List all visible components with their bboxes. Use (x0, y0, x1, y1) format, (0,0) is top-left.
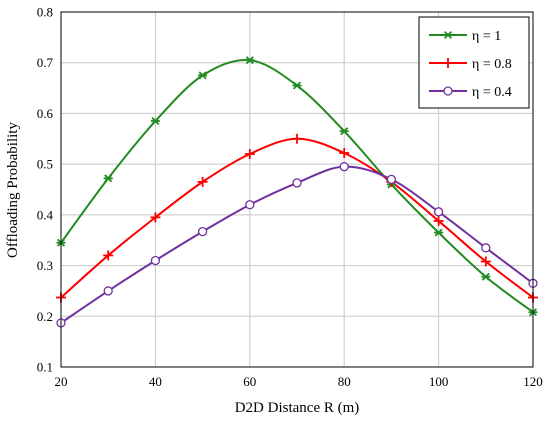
y-tick-label: 0.4 (37, 207, 54, 222)
y-tick-label: 0.6 (37, 106, 54, 121)
y-axis-label: Offloading Probability (5, 122, 21, 258)
series-line-2 (60, 165, 534, 324)
legend: η = 1 η = 0.8 η = 0.4 (418, 16, 530, 109)
y-tick-label: 0.1 (37, 360, 53, 375)
data-point-1 (480, 256, 491, 267)
series-line-1 (60, 137, 534, 299)
data-point-0 (434, 228, 444, 237)
data-point-2 (292, 178, 302, 188)
data-point-1 (103, 250, 114, 261)
data-point-1 (197, 176, 208, 187)
data-point-0 (245, 56, 255, 65)
data-point-2 (339, 162, 349, 172)
data-point-2 (103, 286, 113, 296)
x-tick-label: 40 (149, 374, 162, 389)
data-point-1 (150, 212, 161, 223)
data-point-2 (481, 243, 491, 253)
data-point-2 (150, 255, 161, 266)
data-point-1 (339, 147, 350, 158)
legend-label: η = 0.4 (472, 85, 512, 100)
series-markers (56, 56, 538, 328)
legend-entry-1: η = 0.8 (429, 57, 512, 72)
data-point-0 (292, 81, 302, 90)
x-tick-label: 100 (429, 374, 449, 389)
legend-label: η = 1 (472, 29, 501, 44)
y-tick-label: 0.2 (37, 309, 53, 324)
data-point-0 (150, 117, 160, 126)
y-tick-label: 0.3 (37, 258, 53, 273)
x-tick-label: 60 (243, 374, 256, 389)
data-point-2 (433, 207, 444, 217)
legend-entry-0: η = 1 (429, 29, 501, 44)
x-axis-label: D2D Distance R (m) (235, 400, 360, 416)
legend-label: η = 0.8 (472, 57, 512, 72)
legend-entry-2: η = 0.4 (429, 85, 512, 100)
data-point-2 (197, 226, 208, 237)
x-tick-label: 20 (55, 374, 68, 389)
y-tick-label: 0.7 (37, 55, 54, 70)
data-point-1 (244, 149, 255, 159)
y-tick-label: 0.8 (37, 5, 53, 20)
data-point-0 (339, 127, 349, 136)
x-tick-label: 120 (523, 374, 543, 389)
data-point-0 (198, 71, 208, 80)
data-point-2 (245, 200, 255, 210)
legend-entries: η = 1 η = 0.8 η = 0.4 (429, 29, 512, 100)
tick-labels: 20 40 60 80 100 120 0.1 0.2 0.3 0.4 0.5 0.6 0.7 0.8 (37, 5, 543, 390)
data-point-0 (481, 272, 491, 281)
data-point-1 (433, 215, 444, 226)
data-point-1 (292, 133, 302, 144)
legend-box (418, 16, 530, 109)
data-point-0 (103, 174, 113, 183)
data-point-2 (386, 174, 397, 185)
plot-frame (60, 11, 534, 368)
legend-marker (443, 30, 453, 40)
legend-marker (443, 86, 453, 96)
x-tick-label: 80 (338, 374, 351, 389)
legend-marker (443, 58, 453, 68)
y-tick-label: 0.5 (37, 157, 53, 172)
